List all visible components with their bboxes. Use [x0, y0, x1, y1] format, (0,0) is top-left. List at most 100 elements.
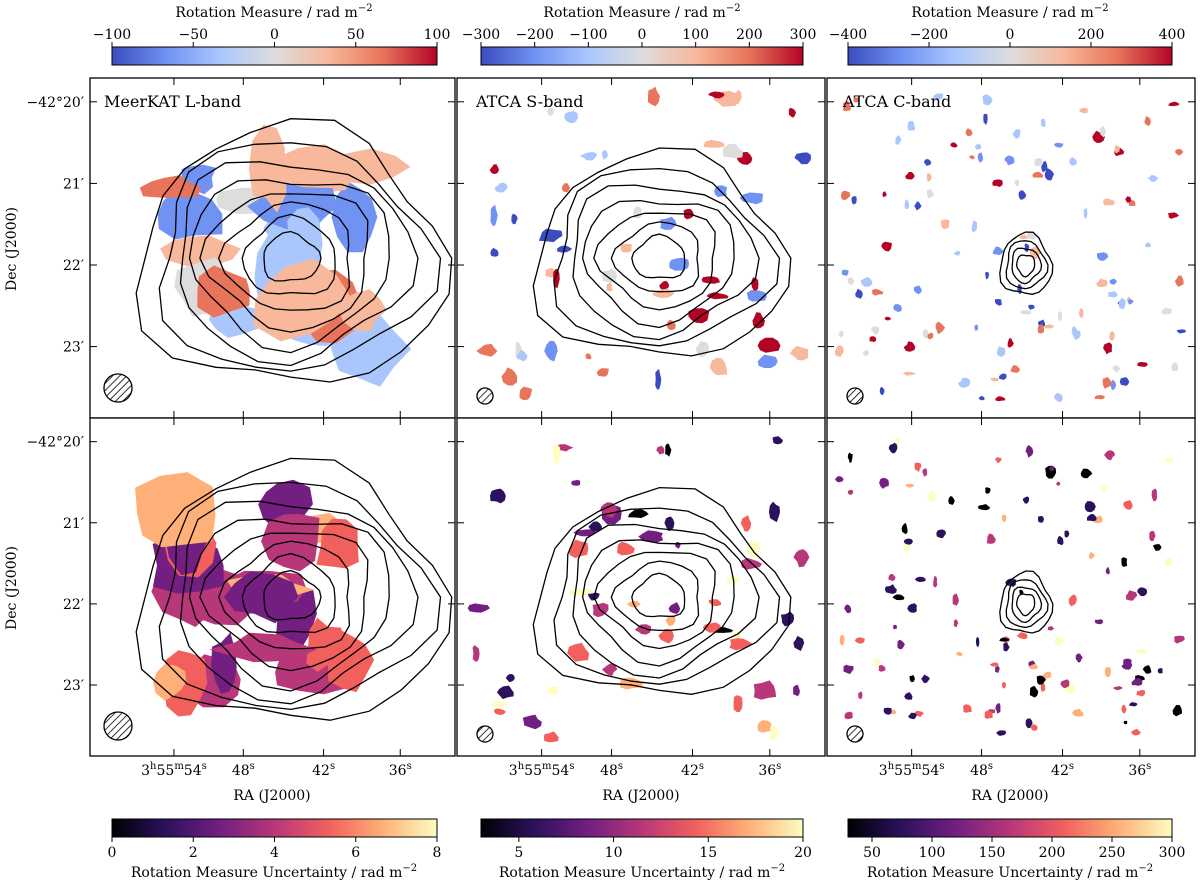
ra-tick-label: 36s: [1128, 761, 1151, 779]
map-region: [617, 541, 635, 556]
map-region: [888, 442, 898, 454]
map-region: [1144, 116, 1151, 127]
map-region: [647, 86, 660, 107]
map-region: [1108, 291, 1118, 298]
map-region: [546, 107, 554, 116]
map-region: [770, 724, 779, 741]
map-region: [1131, 677, 1143, 686]
map-region: [1123, 720, 1128, 725]
ra-tick-label: 48s: [970, 761, 993, 779]
map-region: [709, 357, 728, 376]
panel-grid: −42°20′ 21′ 22′ 23′ −42°20′ 21′ 22′ 23′ 3h55m54s…: [26, 77, 1196, 779]
bottom-colorbar-0: Rotation Measure Uncertainty / rad m−2 0…: [108, 818, 442, 881]
panel-0-1: [456, 77, 826, 419]
map-region: [1145, 242, 1151, 248]
map-region: [1104, 666, 1111, 678]
map-region: [921, 674, 930, 684]
ra-tick-label: 3h55m54s: [509, 761, 575, 779]
map-region: [769, 501, 780, 523]
map-region: [983, 113, 988, 125]
contour-line: [610, 560, 700, 632]
panel-1-2: 3h55m54s 48s 42s 36s: [826, 417, 1196, 779]
map-region: [752, 312, 765, 329]
map-region: [1175, 149, 1184, 156]
contour-line: [1011, 586, 1043, 624]
contour-line: [532, 486, 792, 695]
map-region: [965, 128, 973, 137]
map-region: [1086, 514, 1097, 522]
bottom-colorbar-1: Rotation Measure Uncertainty / rad m−2 5…: [480, 818, 812, 881]
map-region: [1019, 234, 1028, 240]
map-region: [950, 142, 958, 148]
map-region: [1125, 196, 1131, 203]
map-region: [1028, 304, 1035, 310]
map-region: [1149, 530, 1156, 542]
map-region: [546, 686, 558, 695]
map-region: [757, 354, 778, 369]
map-region: [926, 173, 932, 182]
map-region: [1118, 298, 1126, 310]
colorbar-gradient: [111, 46, 438, 66]
map-region: [995, 666, 1000, 673]
map-region: [969, 155, 975, 160]
map-region: [936, 529, 947, 539]
map-region: [844, 604, 852, 614]
map-region: [733, 89, 742, 105]
map-region: [1041, 160, 1048, 173]
contour-line: [631, 572, 686, 618]
map-region: [1134, 648, 1147, 654]
map-region: [1126, 590, 1138, 601]
map-region: [1102, 198, 1113, 206]
contour-line: [218, 201, 351, 311]
map-region: [726, 575, 740, 585]
map-region: [1174, 635, 1185, 644]
map-region: [757, 337, 781, 353]
colorbar-label: Rotation Measure Uncertainty / rad m−2: [131, 863, 417, 881]
map-region: [544, 340, 558, 362]
map-region: [888, 574, 896, 582]
contour-line: [581, 199, 735, 329]
colorbar-tick-label: 15: [699, 845, 717, 861]
colorbar-tick-label: 400: [1159, 27, 1186, 43]
map-region: [316, 518, 359, 569]
map-region: [489, 164, 499, 174]
map-region: [571, 479, 581, 486]
map-region: [638, 530, 664, 543]
map-region: [839, 634, 845, 646]
map-region: [1176, 329, 1186, 334]
y-axis-label-bottom: Dec (J2000): [4, 546, 20, 630]
map-region: [1069, 156, 1077, 166]
map-region: [1003, 642, 1010, 652]
map-region: [881, 241, 892, 252]
contour-line: [572, 184, 760, 341]
map-region: [588, 521, 603, 532]
map-region: [995, 702, 1001, 714]
map-region: [1002, 682, 1006, 689]
map-region: [989, 662, 999, 667]
colorbar-tick-label: 200: [736, 27, 763, 43]
map-region: [978, 396, 985, 401]
map-region: [854, 637, 865, 644]
map-region: [788, 107, 796, 118]
map-region: [1030, 724, 1038, 731]
map-region: [927, 491, 936, 503]
contour-line: [593, 551, 716, 650]
map-region: [568, 539, 589, 559]
map-region: [908, 712, 917, 720]
colorbar-tick-label: −200: [515, 27, 553, 43]
colorbar-label: Rotation Measure Uncertainty / rad m−2: [867, 863, 1153, 881]
map-region: [1022, 496, 1030, 504]
map-region: [602, 268, 617, 283]
colorbar-tick-label: 8: [433, 845, 442, 861]
colorbar-tick-label: −300: [462, 27, 500, 43]
ra-tick-label: 36s: [389, 761, 412, 779]
map-region: [1034, 158, 1043, 167]
map-region: [665, 614, 676, 627]
map-region: [552, 444, 561, 464]
top-colorbar-2: Rotation Measure / rad m−2 −400 −200 0 200 4…: [829, 3, 1186, 66]
map-region: [1016, 632, 1028, 640]
map-region: [472, 645, 480, 662]
panel-frame: [89, 417, 456, 757]
map-region: [1129, 702, 1138, 707]
map-region: [975, 143, 982, 150]
